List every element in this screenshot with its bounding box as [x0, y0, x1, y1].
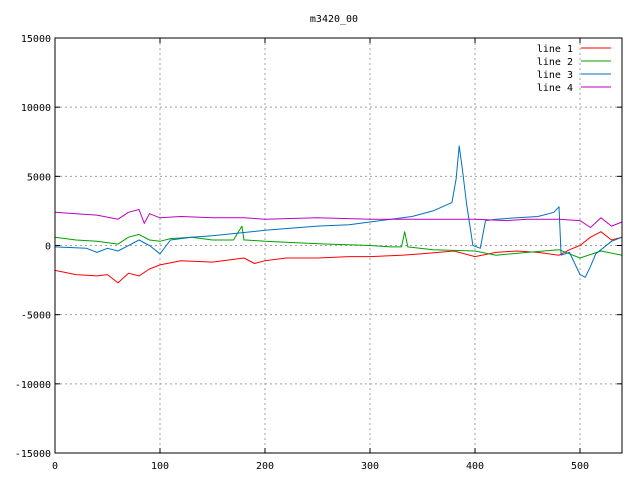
y-tick-label: 5000: [27, 172, 51, 183]
y-tick-label: 15000: [21, 34, 51, 45]
series-line-1: [54, 231, 623, 284]
x-tick-label: 500: [571, 461, 589, 472]
x-tick-label: 200: [256, 461, 274, 472]
x-tick-label: 400: [466, 461, 484, 472]
y-axis: -15000 -10000 -5000 0 5000 10000 15000: [15, 34, 622, 460]
series-layer: [54, 145, 623, 284]
grid: [55, 38, 622, 453]
legend-label: line 4: [537, 83, 573, 94]
y-tick-label: 10000: [21, 103, 51, 114]
y-tick-label: 0: [45, 242, 51, 253]
y-tick-label: -5000: [21, 311, 51, 322]
series-line-4: [54, 209, 623, 228]
legend: line 1 line 2 line 3 line 4: [537, 44, 611, 94]
series-line-2: [54, 225, 623, 259]
chart-title: m3420_00: [310, 14, 358, 25]
legend-label: line 3: [537, 70, 573, 81]
legend-label: line 1: [537, 44, 573, 55]
x-tick-label: 300: [361, 461, 379, 472]
legend-label: line 2: [537, 57, 573, 68]
x-tick-label: 0: [52, 461, 58, 472]
series-line-3: [54, 145, 623, 278]
x-axis: 0 100 200 300 400 500: [52, 38, 589, 472]
y-tick-label: -10000: [15, 380, 51, 391]
x-tick-label: 100: [151, 461, 169, 472]
y-tick-label: -15000: [15, 449, 51, 460]
